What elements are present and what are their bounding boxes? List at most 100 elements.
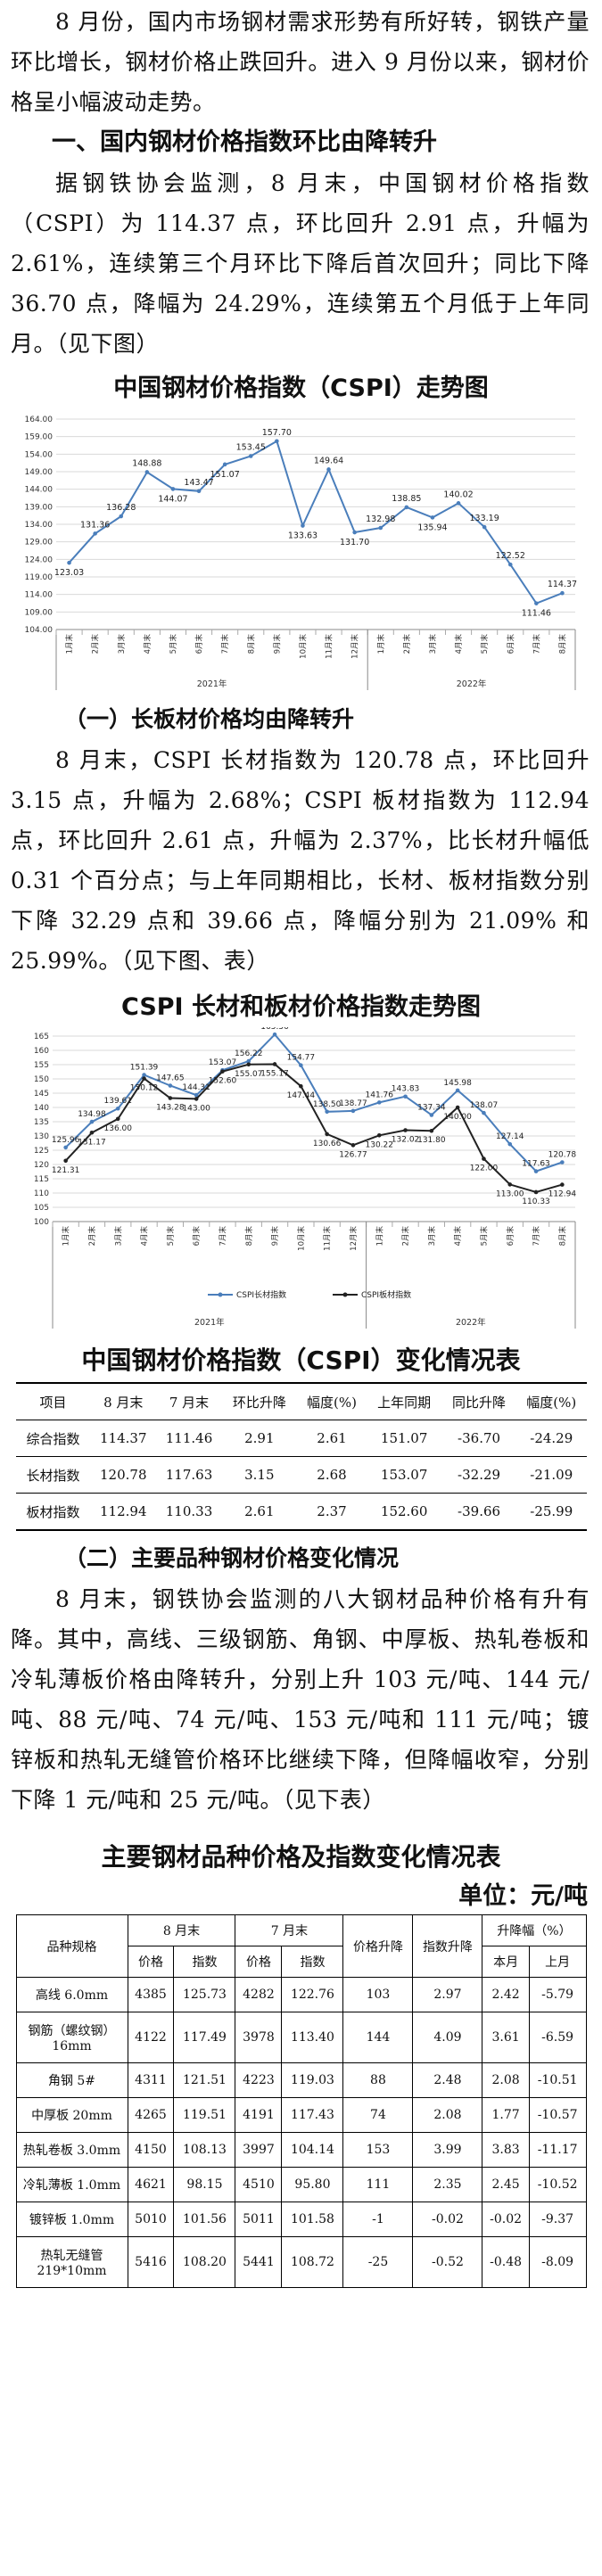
y-tick-label: 124.00 bbox=[24, 556, 53, 564]
table-cell: -25 bbox=[342, 2236, 414, 2288]
data-point bbox=[115, 1116, 120, 1122]
data-point bbox=[376, 1132, 382, 1138]
table-cell: 角钢 5# bbox=[15, 2062, 128, 2098]
table-cell: 119.03 bbox=[281, 2062, 344, 2098]
x-tick-label: 3月末 bbox=[427, 634, 437, 654]
table-cell: 103 bbox=[342, 1977, 414, 2012]
cspi-line-chart: 104.00 109.00 114.00 119.00 124.00 129.00 134.… bbox=[24, 416, 577, 690]
x-tick-label: 3月末 bbox=[116, 634, 126, 654]
y-tick-label: 110 bbox=[33, 1189, 48, 1198]
table-cell: 108.72 bbox=[281, 2236, 344, 2288]
table-cell: -1 bbox=[342, 2202, 414, 2237]
table-cell: 2.61 bbox=[244, 1503, 275, 1519]
x-tick-label: 8月末 bbox=[246, 634, 256, 654]
x-tick-label: 12月末 bbox=[350, 634, 359, 659]
x-tick-label: 10月末 bbox=[298, 634, 308, 659]
table-cell: 3.99 bbox=[412, 2132, 483, 2168]
x-tick-label: 1月末 bbox=[64, 634, 74, 654]
table-header-row: 品种规格 8 月末 7 月末 价格升降 指数升降 升降幅（%） bbox=[15, 1914, 587, 1978]
table-cell: 2.61 bbox=[317, 1430, 347, 1446]
table-cell: -0.48 bbox=[482, 2236, 530, 2288]
data-point bbox=[377, 525, 383, 531]
data-label: 138.77 bbox=[339, 1099, 367, 1108]
table-cell: 热轧卷板 3.0mm bbox=[15, 2132, 128, 2168]
x-tick-label: 1月末 bbox=[375, 634, 385, 654]
table2-unit: 单位：元/吨 bbox=[458, 1882, 588, 1910]
table-cell: 122.76 bbox=[281, 1977, 344, 2012]
table-cell: 2.37 bbox=[317, 1503, 347, 1519]
table-cell: 2.45 bbox=[482, 2167, 530, 2202]
data-point bbox=[507, 562, 513, 567]
y-tick-label: 154.00 bbox=[24, 450, 53, 459]
x-tick-label: 7月末 bbox=[532, 1226, 541, 1247]
data-point bbox=[274, 439, 279, 444]
table-row: 钢筋（螺纹钢）16mm 4122 117.49 3978 113.40 144 4.09 3.… bbox=[15, 2012, 587, 2063]
y-tick-label: 134.00 bbox=[24, 521, 53, 530]
year-label: 2022年 bbox=[455, 1317, 485, 1328]
y-tick-label: 139.00 bbox=[24, 503, 53, 512]
data-label: 135.94 bbox=[417, 523, 447, 532]
header-cell: 指数 bbox=[173, 1946, 236, 1978]
header-cell: 指数升降 bbox=[412, 1914, 483, 1978]
y-tick-label: 149.00 bbox=[24, 468, 53, 477]
table-cell: 4621 bbox=[127, 2167, 175, 2202]
subsection1-heading: （一）长板材价格均由降转升 bbox=[64, 706, 355, 732]
data-label: 139.61 bbox=[103, 1097, 132, 1106]
x-tick-label: 6月末 bbox=[194, 634, 204, 654]
table-cell: 125.73 bbox=[173, 1977, 236, 2012]
data-label: 153.07 bbox=[208, 1058, 236, 1067]
data-point bbox=[455, 1105, 459, 1110]
data-point bbox=[559, 590, 565, 596]
y-tick-label: 155 bbox=[33, 1061, 48, 1070]
data-label: 149.64 bbox=[313, 456, 342, 465]
table-cell: -9.37 bbox=[528, 2202, 587, 2237]
table-cell: 121.51 bbox=[173, 2062, 236, 2098]
y-tick-label: 145 bbox=[33, 1090, 48, 1099]
x-tick-label: 5月末 bbox=[480, 634, 490, 654]
data-label: 110.33 bbox=[522, 1197, 550, 1206]
y-tick-label: 144.00 bbox=[24, 486, 53, 495]
data-point bbox=[272, 1062, 276, 1066]
x-tick-label: 9月末 bbox=[272, 634, 282, 654]
y-tick-label: 130 bbox=[33, 1132, 48, 1141]
x-tick-label: 3月末 bbox=[426, 1226, 436, 1247]
x-tick-label: 11月末 bbox=[322, 1226, 332, 1251]
table-row: 热轧卷板 3.0mm 4150 108.13 3997 104.14 153 3.99 3.8… bbox=[15, 2132, 587, 2168]
table-cell: 1.77 bbox=[482, 2097, 530, 2133]
x-tick-label: 4月末 bbox=[453, 1226, 463, 1247]
data-label: 136.28 bbox=[106, 503, 136, 513]
table-cell: -36.70 bbox=[458, 1430, 501, 1446]
table-row: 中厚板 20mm 4265 119.51 4191 117.43 74 2.08 1.77 -1… bbox=[15, 2097, 587, 2133]
data-point bbox=[404, 505, 408, 510]
table-cell: 111 bbox=[342, 2167, 414, 2202]
table-cell: 3997 bbox=[235, 2132, 283, 2168]
y-tick-label: 114.00 bbox=[24, 591, 53, 600]
x-tick-label: 4月末 bbox=[139, 1226, 149, 1247]
data-label: 125.96 bbox=[51, 1136, 79, 1145]
header-cell: 价格 bbox=[235, 1946, 283, 1978]
data-point bbox=[350, 1143, 355, 1148]
data-label: 148.88 bbox=[132, 458, 161, 468]
data-point bbox=[89, 1130, 94, 1135]
data-label: 153.45 bbox=[235, 442, 265, 452]
table-cell: -6.59 bbox=[528, 2012, 587, 2063]
data-point bbox=[402, 1128, 408, 1132]
header-cell: 7 月末 bbox=[235, 1914, 344, 1946]
data-point bbox=[430, 515, 434, 520]
table-cell: 153.07 bbox=[380, 1467, 428, 1483]
x-tick-label: 2月末 bbox=[87, 1226, 96, 1247]
data-point bbox=[118, 514, 123, 519]
table-cell: 114.37 bbox=[100, 1430, 147, 1446]
data-label: 144.07 bbox=[158, 494, 187, 504]
data-label: 147.65 bbox=[156, 1074, 185, 1083]
data-point bbox=[351, 530, 357, 535]
table-cell: 101.58 bbox=[281, 2202, 344, 2237]
data-label: 157.70 bbox=[261, 428, 291, 438]
table-cell: 113.40 bbox=[281, 2012, 344, 2063]
table-cell: 108.13 bbox=[173, 2132, 236, 2168]
data-label: 140.00 bbox=[443, 1113, 472, 1122]
x-tick-label: 5月末 bbox=[479, 1226, 489, 1247]
x-tick-label: 10月末 bbox=[296, 1226, 306, 1251]
header-cell: 品种规格 bbox=[15, 1914, 128, 1978]
table-row: 镀锌板 1.0mm 5010 101.56 5011 101.58 -1 -0.02 -0.0… bbox=[15, 2202, 587, 2237]
